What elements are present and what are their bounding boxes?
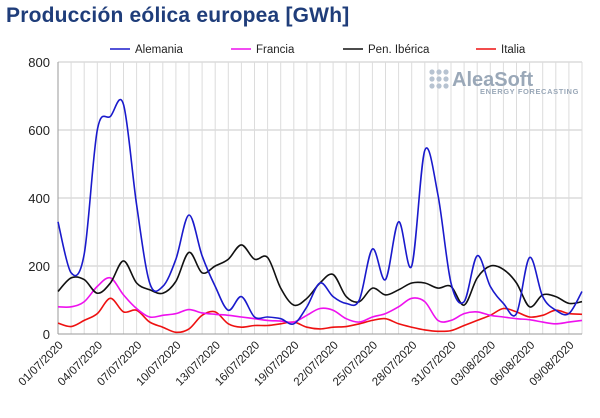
- y-tick-label: 200: [28, 259, 50, 274]
- series-line-italia: [57, 297, 583, 334]
- series-line-francia: [57, 276, 583, 325]
- y-tick-label: 800: [28, 55, 50, 70]
- series-line-alemania: [57, 98, 583, 325]
- grid: [57, 61, 583, 335]
- logo-dots-icon: [429, 69, 449, 89]
- legend: Alemania Francia Pen. Ibérica Italia: [110, 44, 526, 56]
- series: [57, 98, 583, 334]
- y-tick-label: 400: [28, 191, 50, 206]
- legend-label-francia: Francia: [256, 44, 295, 56]
- logo-tagline: ENERGY FORECASTING: [480, 87, 579, 96]
- legend-label-alemania: Alemania: [135, 44, 184, 56]
- logo-brand: AleaSoft: [452, 69, 533, 91]
- aleasoft-logo: AleaSoft ENERGY FORECASTING: [429, 69, 579, 96]
- legend-label-italia: Italia: [501, 44, 526, 56]
- y-tick-label: 600: [28, 123, 50, 138]
- legend-label-pen-iberica: Pen. Ibérica: [368, 44, 430, 56]
- chart-title: Producción eólica europea [GWh]: [6, 4, 350, 27]
- axes: 020040060080001/07/202004/07/202007/07/2…: [17, 55, 582, 389]
- y-tick-label: 0: [43, 327, 50, 342]
